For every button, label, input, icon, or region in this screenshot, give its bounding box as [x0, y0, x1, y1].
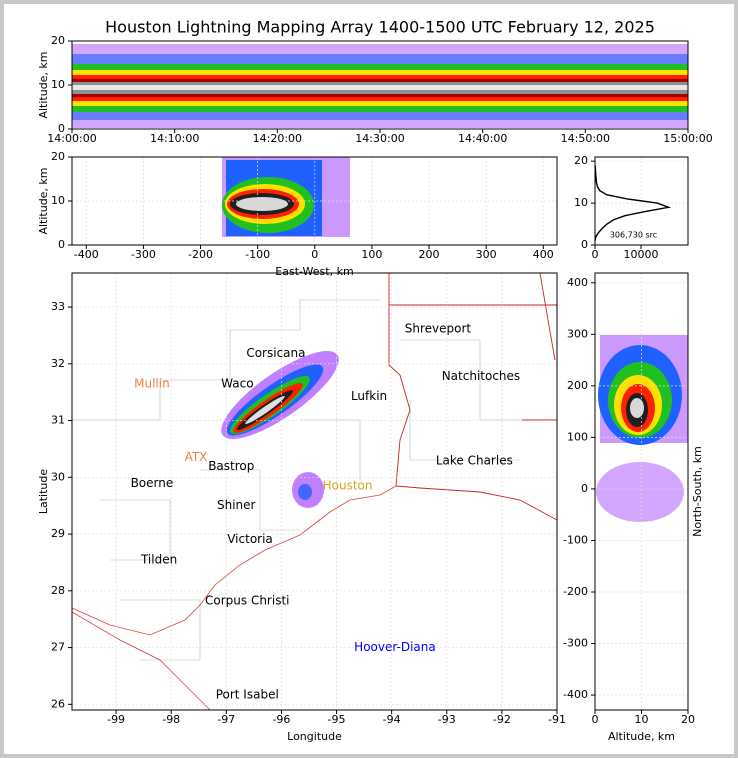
y-tick-label: 10 — [51, 194, 65, 207]
map-outlines — [72, 273, 557, 710]
y-axis-label: Latitude — [37, 469, 50, 515]
y-axis-label: North-South, km — [691, 446, 704, 537]
x-tick-label: -400 — [74, 248, 99, 261]
y-tick-label: 0 — [58, 122, 65, 135]
y-axis-label: Altitude, km — [37, 167, 50, 234]
y-tick-label: 20 — [574, 154, 588, 167]
y-tick-label: 10 — [574, 196, 588, 209]
x-tick-label: 10 — [635, 713, 649, 726]
x-tick-label: 14:00:00 — [47, 132, 96, 145]
x-tick-label: -96 — [272, 713, 290, 726]
x-tick-label: 14:40:00 — [458, 132, 507, 145]
axes-frame — [594, 156, 689, 246]
x-tick-label: 0 — [592, 248, 599, 261]
density-map — [221, 350, 339, 508]
y-tick-label: 32 — [51, 357, 65, 370]
y-tick-label: 200 — [567, 379, 588, 392]
place-label: ATX — [185, 450, 208, 464]
y-tick-label: 33 — [51, 300, 65, 313]
x-tick-label: -95 — [328, 713, 346, 726]
x-tick-label: 200 — [419, 248, 440, 261]
x-tick-label: 14:10:00 — [150, 132, 199, 145]
y-tick-label: -100 — [563, 533, 588, 546]
y-tick-label: 27 — [51, 641, 65, 654]
y-tick-label: 0 — [581, 482, 588, 495]
y-tick-label: 20 — [51, 150, 65, 163]
x-tick-label: 0 — [592, 713, 599, 726]
y-tick-label: 100 — [567, 430, 588, 443]
y-tick-label: 0 — [581, 238, 588, 251]
y-tick-label: -200 — [563, 585, 588, 598]
x-tick-label: -94 — [383, 713, 401, 726]
place-label: Tilden — [140, 553, 177, 567]
x-tick-label: -92 — [493, 713, 511, 726]
x-tick-label: 14:50:00 — [561, 132, 610, 145]
place-label: Waco — [221, 377, 253, 391]
x-tick-label: -200 — [188, 248, 213, 261]
x-tick-label: 14:20:00 — [253, 132, 302, 145]
place-label: Corpus Christi — [205, 594, 290, 608]
y-tick-label: 20 — [51, 34, 65, 47]
x-tick-label: 0 — [311, 248, 318, 261]
chart-title: Houston Lightning Mapping Array 1400-150… — [105, 18, 655, 37]
x-tick-label: 300 — [476, 248, 497, 261]
altitude-profile — [594, 165, 672, 241]
y-axis-label: Altitude, km — [37, 51, 50, 118]
y-tick-label: 400 — [567, 276, 588, 289]
place-label: Houston — [323, 478, 373, 492]
place-label: Corsicana — [246, 346, 305, 360]
place-label: Victoria — [227, 532, 273, 546]
x-tick-label: 100 — [361, 248, 382, 261]
place-label: Mullin — [134, 377, 170, 391]
density-ns — [596, 335, 688, 522]
x-tick-label: -300 — [131, 248, 156, 261]
place-label: Natchitoches — [442, 369, 520, 383]
place-label: Shiner — [217, 498, 256, 512]
axes-frame — [594, 272, 689, 711]
place-label: Port Isabel — [216, 688, 279, 702]
x-tick-label: -100 — [245, 248, 270, 261]
y-tick-label: -400 — [563, 688, 588, 701]
y-tick-label: -300 — [563, 637, 588, 650]
x-tick-label: 400 — [533, 248, 554, 261]
place-label: Bastrop — [208, 459, 254, 473]
x-tick-label: -91 — [548, 713, 566, 726]
x-axis-label: East-West, km — [275, 265, 353, 278]
axes-frame — [71, 272, 558, 711]
y-tick-label: 10 — [51, 78, 65, 91]
place-label: Lake Charles — [436, 453, 513, 467]
density-time — [72, 44, 688, 128]
y-tick-label: 0 — [58, 238, 65, 251]
axes-frame — [71, 156, 558, 246]
place-label: Boerne — [131, 476, 174, 490]
x-tick-label: -93 — [438, 713, 456, 726]
y-tick-label: 26 — [51, 697, 65, 710]
x-axis-label: Longitude — [287, 730, 342, 743]
annotation: 306,730 src — [610, 231, 657, 240]
y-tick-label: 28 — [51, 584, 65, 597]
x-tick-label: 15:00:00 — [663, 132, 712, 145]
x-tick-label: 10000 — [624, 248, 659, 261]
axes-frame — [71, 40, 689, 130]
x-axis-label: Altitude, km — [608, 730, 675, 743]
place-label: Hoover-Diana — [354, 640, 436, 654]
y-tick-label: 30 — [51, 470, 65, 483]
y-tick-label: 29 — [51, 527, 65, 540]
x-tick-label: 14:30:00 — [355, 132, 404, 145]
x-tick-label: -97 — [217, 713, 235, 726]
place-label: Lufkin — [351, 389, 387, 403]
x-tick-label: -99 — [107, 713, 125, 726]
y-tick-label: 31 — [51, 414, 65, 427]
place-label: Shreveport — [405, 322, 472, 336]
x-tick-label: 20 — [681, 713, 695, 726]
y-tick-label: 300 — [567, 327, 588, 340]
density-ew — [222, 157, 350, 237]
x-tick-label: -98 — [162, 713, 180, 726]
